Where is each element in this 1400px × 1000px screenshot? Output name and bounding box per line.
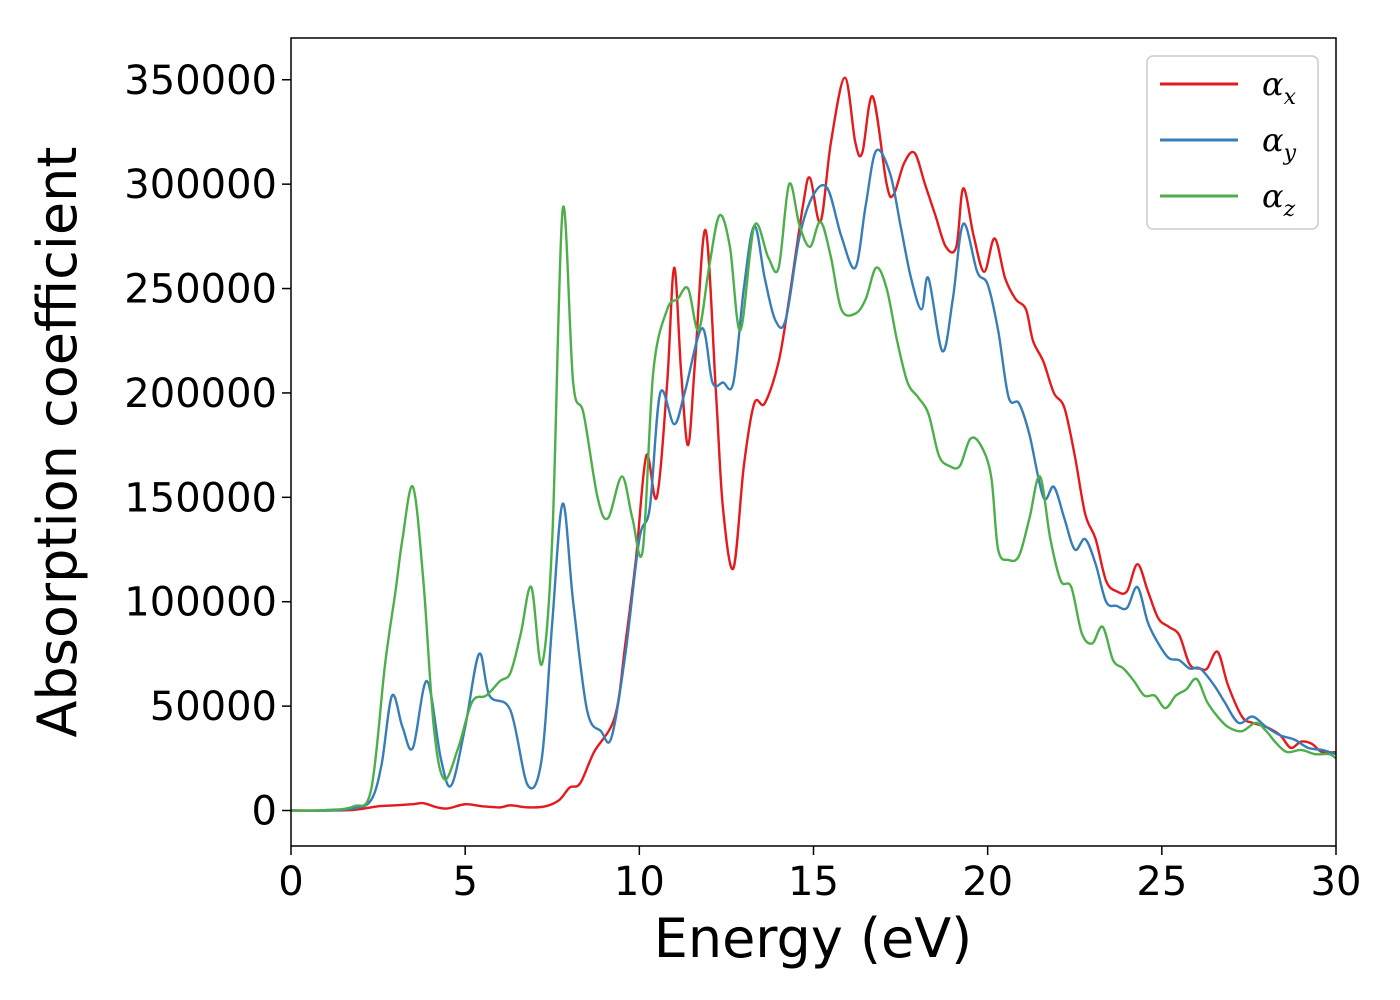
y-tick-label: 50000	[150, 684, 277, 730]
y-tick-label: 300000	[124, 162, 277, 208]
x-tick-label: 25	[1136, 859, 1187, 905]
legend-label-y: αy	[1262, 121, 1297, 166]
x-tick-label: 30	[1311, 859, 1362, 905]
series-line-x	[291, 76, 1336, 812]
x-tick-label: 15	[788, 859, 839, 905]
y-tick-label: 350000	[124, 58, 277, 104]
legend-label-z: αz	[1262, 177, 1296, 222]
legend-box	[1146, 55, 1319, 230]
series-layer	[291, 76, 1336, 812]
y-tick-label: 200000	[124, 371, 277, 417]
legend-label-x: αx	[1262, 65, 1297, 110]
x-axis: 0 5 10 15 20 25 30	[278, 846, 1361, 905]
series-line-y	[291, 148, 1336, 812]
y-axis: 0 50000 100000 150000 200000 250000 300000 3500…	[124, 58, 291, 835]
x-tick-label: 0	[278, 859, 303, 905]
y-tick-label: 150000	[124, 475, 277, 521]
legend-items: αx αy αz	[1160, 65, 1297, 222]
x-tick-label: 10	[614, 859, 665, 905]
series-line-z	[291, 182, 1336, 812]
x-axis-label: Energy (eV)	[654, 907, 973, 970]
y-tick-label: 250000	[124, 267, 277, 313]
legend: αx αy αz	[1146, 55, 1319, 230]
x-tick-label: 5	[452, 859, 477, 905]
y-tick-label: 0	[252, 789, 277, 835]
x-tick-label: 20	[962, 859, 1013, 905]
y-tick-label: 100000	[124, 580, 277, 626]
y-axis-label: Absorption coefficient	[26, 147, 89, 738]
